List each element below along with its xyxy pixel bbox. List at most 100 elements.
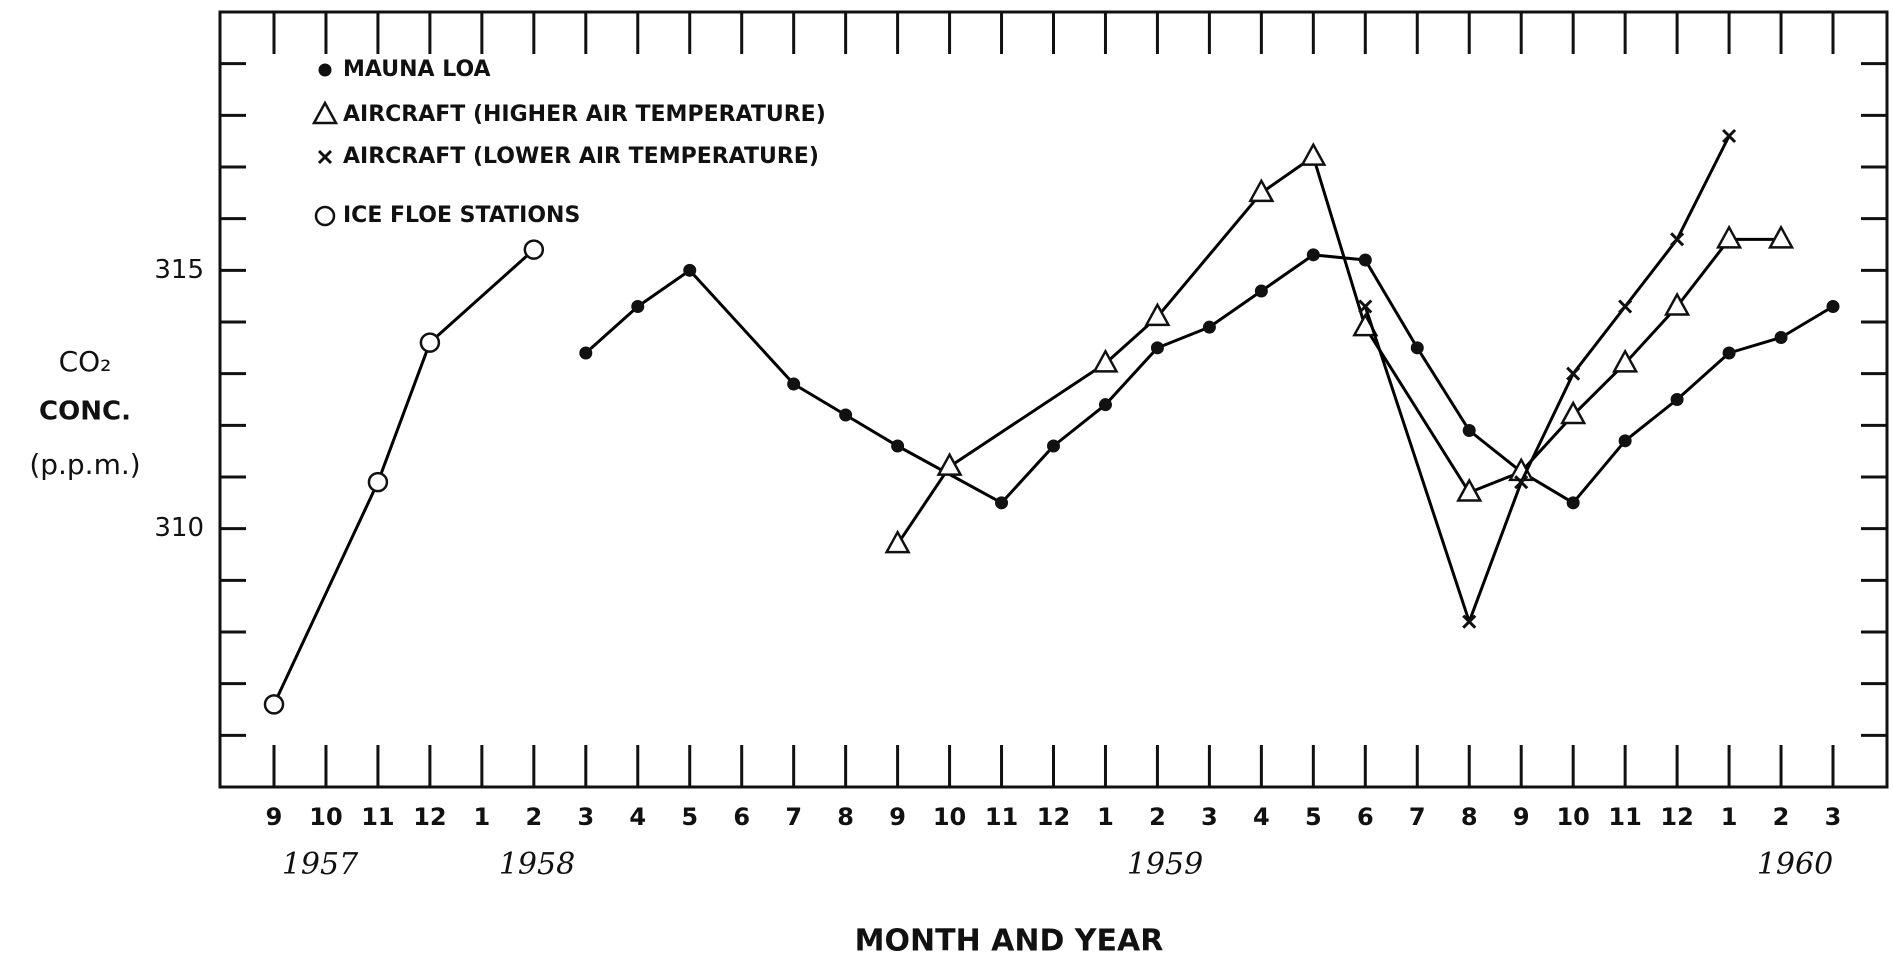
point bbox=[1306, 248, 1320, 262]
year-label: 1958 bbox=[499, 847, 575, 882]
point bbox=[1663, 291, 1691, 316]
x-tick-label: 5 bbox=[681, 803, 698, 831]
point bbox=[314, 205, 336, 227]
point bbox=[419, 332, 441, 353]
point bbox=[891, 439, 905, 453]
point bbox=[1462, 614, 1477, 629]
x-tick-label: 7 bbox=[1409, 803, 1426, 831]
point bbox=[1722, 346, 1736, 360]
point bbox=[1098, 398, 1112, 412]
x-tick-label: 4 bbox=[629, 803, 646, 831]
year-label: 1957 bbox=[282, 847, 359, 882]
point bbox=[683, 263, 697, 277]
x-tick-label: 5 bbox=[1305, 803, 1322, 831]
x-tick-label: 12 bbox=[413, 803, 446, 831]
y-axis-title: CONC. bbox=[39, 397, 131, 427]
legend-label: ICE FLOE STATIONS bbox=[343, 203, 580, 228]
point bbox=[1670, 232, 1685, 247]
y-tick-label: 315 bbox=[154, 255, 204, 285]
x-tick-label: 8 bbox=[1461, 803, 1478, 831]
point bbox=[1715, 224, 1743, 249]
x-tick-label: 1 bbox=[474, 803, 491, 831]
series-line bbox=[1363, 135, 1731, 624]
point bbox=[1566, 496, 1580, 510]
y-axis-title: (p.p.m.) bbox=[29, 448, 140, 481]
point bbox=[1774, 331, 1788, 344]
x-tick-label: 9 bbox=[266, 803, 283, 831]
point bbox=[1612, 348, 1639, 373]
point bbox=[311, 100, 339, 125]
point bbox=[1047, 439, 1060, 453]
point bbox=[1092, 348, 1119, 373]
point bbox=[1618, 299, 1633, 314]
point bbox=[1358, 253, 1372, 267]
x-tick-label: 6 bbox=[1357, 803, 1374, 831]
point bbox=[1202, 320, 1216, 334]
point bbox=[318, 63, 332, 77]
x-tick-label: 10 bbox=[1556, 803, 1589, 831]
x-tick-label: 3 bbox=[577, 803, 594, 831]
point bbox=[1767, 224, 1795, 249]
series-line bbox=[896, 155, 1782, 546]
x-tick-label: 11 bbox=[361, 803, 394, 831]
point bbox=[1462, 424, 1476, 437]
x-tick-label: 2 bbox=[525, 803, 542, 831]
point bbox=[1144, 302, 1171, 327]
point bbox=[1248, 178, 1275, 203]
y-axis-title: CO₂ bbox=[59, 345, 112, 378]
point bbox=[1358, 299, 1373, 314]
point bbox=[995, 496, 1009, 510]
year-label: 1959 bbox=[1127, 847, 1203, 882]
point bbox=[1456, 477, 1483, 502]
point bbox=[1560, 400, 1587, 425]
x-tick-label: 7 bbox=[785, 803, 802, 831]
point bbox=[884, 529, 911, 554]
point bbox=[631, 300, 645, 313]
x-tick-label: 10 bbox=[309, 803, 342, 831]
year-label: 1960 bbox=[1757, 847, 1833, 882]
point bbox=[1566, 366, 1581, 381]
x-tick-label: 2 bbox=[1149, 803, 1166, 831]
point bbox=[523, 239, 545, 260]
x-tick-label: 12 bbox=[1037, 803, 1070, 831]
x-tick-label: 1 bbox=[1721, 803, 1738, 831]
x-tick-label: 3 bbox=[1825, 803, 1842, 831]
point bbox=[317, 149, 333, 165]
x-tick-label: 3 bbox=[1201, 803, 1218, 831]
point bbox=[1722, 128, 1737, 144]
point bbox=[787, 377, 801, 391]
x-tick-label: 12 bbox=[1660, 803, 1693, 831]
x-tick-label: 6 bbox=[733, 803, 750, 831]
point bbox=[1150, 341, 1164, 355]
legend-label: MAUNA LOA bbox=[343, 57, 491, 82]
x-axis-title: MONTH AND YEAR bbox=[855, 924, 1164, 959]
point bbox=[1826, 300, 1840, 313]
x-tick-label: 11 bbox=[1608, 803, 1641, 831]
x-tick-label: 10 bbox=[933, 803, 966, 831]
series-line bbox=[584, 253, 1834, 505]
x-tick-label: 11 bbox=[985, 803, 1018, 831]
point bbox=[579, 346, 593, 360]
point bbox=[839, 408, 853, 422]
point bbox=[367, 471, 389, 493]
point bbox=[1618, 434, 1632, 448]
x-tick-label: 4 bbox=[1253, 803, 1270, 831]
x-tick-label: 2 bbox=[1773, 803, 1790, 831]
point bbox=[1410, 341, 1424, 355]
point bbox=[263, 694, 285, 715]
point bbox=[936, 452, 963, 476]
x-tick-label: 9 bbox=[1513, 803, 1530, 831]
y-tick-label: 310 bbox=[154, 513, 204, 543]
point bbox=[1254, 284, 1268, 298]
series-line bbox=[272, 248, 535, 705]
legend-label: AIRCRAFT (HIGHER AIR TEMPERATURE) bbox=[343, 102, 826, 127]
legend-label: AIRCRAFT (LOWER AIR TEMPERATURE) bbox=[343, 144, 819, 169]
point bbox=[1514, 475, 1529, 490]
x-tick-label: 1 bbox=[1097, 803, 1114, 831]
x-tick-label: 8 bbox=[837, 803, 854, 831]
point bbox=[1670, 393, 1684, 406]
x-tick-label: 9 bbox=[889, 803, 906, 831]
point bbox=[1300, 142, 1327, 166]
